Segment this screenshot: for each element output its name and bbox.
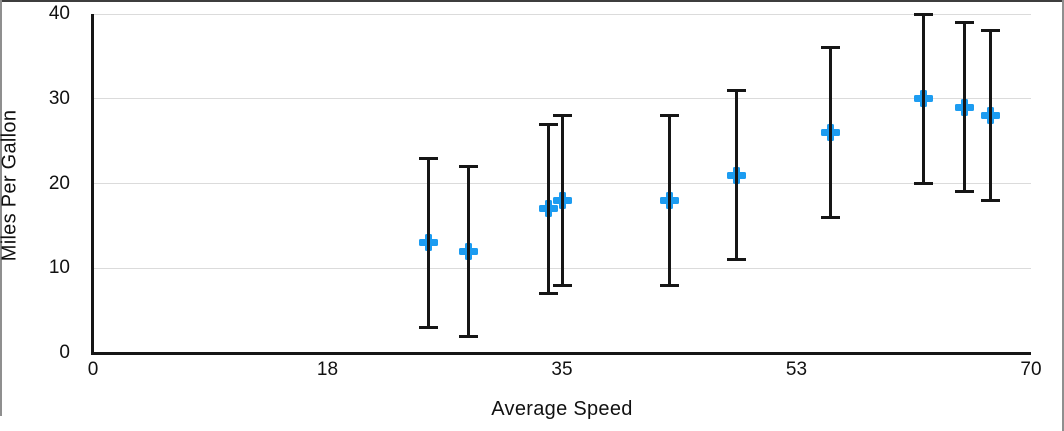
- x-tick-label: 53: [785, 359, 808, 380]
- error-bar-line: [667, 115, 671, 286]
- error-bar-cap-top: [981, 29, 1001, 33]
- y-tick-label: 30: [48, 87, 70, 109]
- y-tick-label: 40: [48, 3, 70, 24]
- x-axis-title: Average Speed: [491, 398, 633, 420]
- error-bar-cap-top: [418, 156, 438, 160]
- error-bar-cap-bottom: [552, 283, 572, 287]
- x-tick-label: 70: [1020, 359, 1042, 380]
- y-axis-line: [91, 14, 94, 355]
- x-tick-label: 0: [87, 359, 99, 380]
- error-bar-cap-bottom: [820, 215, 840, 219]
- y-tick-label: 0: [59, 342, 70, 363]
- error-bar-line: [922, 14, 926, 184]
- error-bar-line: [734, 90, 738, 260]
- error-bar-cap-bottom: [954, 190, 974, 194]
- x-tick-label: 35: [551, 359, 573, 380]
- error-bar-cap-top: [726, 88, 746, 92]
- error-bar-cap-bottom: [914, 182, 934, 185]
- error-bar-line: [962, 22, 966, 192]
- error-bar-line: [560, 115, 564, 286]
- figure-border-top: [0, 0, 1064, 2]
- error-bar-line: [989, 30, 993, 201]
- error-bar-cap-top: [539, 122, 559, 126]
- y-tick-label: 10: [48, 257, 70, 279]
- error-bar-line: [466, 166, 470, 337]
- error-bar-cap-bottom: [726, 258, 746, 262]
- gridline-y-30: [93, 98, 1031, 100]
- error-bar-cap-top: [552, 114, 572, 118]
- x-tick-label: 18: [316, 359, 339, 380]
- error-bar-line: [828, 47, 832, 218]
- error-bar-cap-bottom: [458, 334, 478, 338]
- error-bar-cap-top: [954, 20, 974, 24]
- gridline-y-40: [93, 13, 1031, 15]
- x-axis-line: [91, 352, 1031, 355]
- error-bar-cap-top: [659, 114, 679, 118]
- error-bar-line: [547, 124, 551, 294]
- error-bar-cap-bottom: [981, 198, 1001, 202]
- error-bar-line: [426, 158, 430, 328]
- error-bar-cap-top: [820, 46, 840, 50]
- error-bar-cap-bottom: [659, 283, 679, 287]
- error-bar-cap-top: [914, 12, 934, 16]
- error-bar-cap-top: [458, 165, 478, 169]
- y-tick-label: 20: [48, 172, 70, 194]
- error-bar-cap-bottom: [418, 326, 438, 330]
- error-bar-cap-bottom: [539, 292, 559, 296]
- figure-border-left: [0, 0, 2, 416]
- figure-border-right: [1062, 0, 1064, 431]
